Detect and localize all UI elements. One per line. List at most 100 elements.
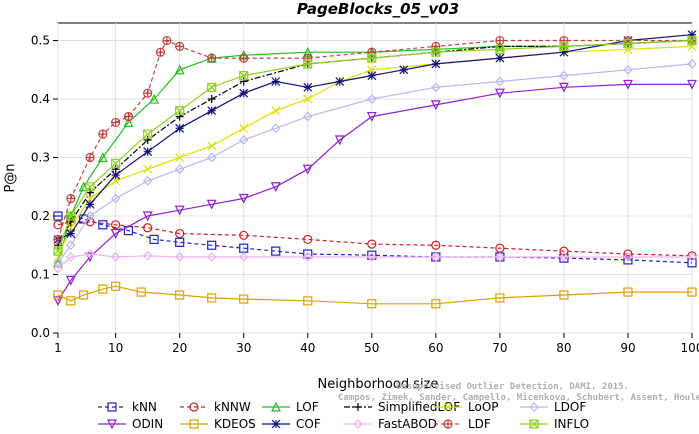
data-point [559,70,569,81]
legend-marker [443,402,453,412]
data-point [431,41,441,51]
data-point [303,249,313,259]
series-layer [53,30,697,309]
legend-marker [107,419,117,430]
data-point [271,246,281,256]
data-point [53,246,63,256]
series-odin [53,79,697,307]
data-point [623,287,633,297]
x-tick-label: 20 [172,341,187,355]
legend-marker [271,401,281,412]
series-line [58,215,693,264]
x-tick-label: 30 [236,341,251,355]
data-point [302,111,313,122]
data-point [687,251,697,261]
data-point [687,258,697,268]
legend-item-knnw: kNNW [180,400,251,414]
x-tick-label: 1 [54,341,62,355]
data-point [142,250,153,261]
legend-label: INFLO [554,417,589,431]
legend-label: COF [296,417,321,431]
data-point [303,82,313,92]
legend-item-ldof: LDOF [520,400,586,414]
data-point [687,59,697,69]
data-point [495,76,505,87]
data-point [495,252,505,262]
series-line [57,39,693,263]
data-point [399,65,409,75]
data-point [79,290,89,300]
data-point [623,249,633,259]
y-tick-label: 0.1 [31,268,50,282]
data-point [85,152,95,163]
data-point [143,223,153,233]
data-point [65,275,76,286]
legend-marker [354,403,362,411]
data-point [623,255,633,265]
data-point [207,82,217,92]
legend-marker [443,419,453,429]
series-line [57,285,692,305]
legend-item-cof: COF [262,417,321,431]
legend-item-kdeos: KDEOS [180,417,256,431]
data-point [111,281,121,291]
data-point [111,220,121,230]
legend-marker [353,419,363,429]
legend-item-fastabod: FastABOD [344,417,437,431]
data-point [175,112,184,121]
data-point [303,234,313,245]
data-point [623,64,633,75]
data-point [238,135,249,145]
data-point [302,164,313,175]
legend-label: ODIN [132,417,163,431]
series-fastabod [53,249,697,274]
data-point [207,240,217,250]
data-point [175,228,185,239]
data-point [303,53,313,63]
data-point [495,53,505,63]
data-point [367,250,377,260]
data-point [111,158,121,168]
data-point [143,129,153,139]
data-point [494,88,505,99]
data-point [85,182,95,192]
x-tick-label: 90 [620,341,635,355]
y-tick-label: 0.4 [31,92,50,106]
data-point [66,296,76,306]
data-point [66,211,76,221]
data-point [65,252,76,262]
data-point [239,77,248,86]
legend-item-knn: kNN [98,400,157,414]
data-point [207,141,217,151]
data-point [270,182,281,193]
legend-item-inflo: INFLO [520,417,589,431]
data-point [53,263,63,274]
data-point [366,94,377,104]
data-point [65,240,76,251]
y-tick-label: 0.5 [31,34,50,48]
data-point [495,293,505,303]
data-point [143,147,153,157]
data-point [110,193,121,204]
legend: kNN kNNW LOF SimplifiedLOF LoOP LDOF ODIN KDEOS… [98,400,589,431]
data-point [123,111,134,122]
data-point [98,129,108,139]
y-axis-label: P@n [3,163,18,192]
series-simplifiedlof [54,36,696,250]
series-line [57,39,692,240]
data-point [303,59,313,69]
data-point [367,53,377,63]
data-point [175,237,185,247]
data-point [174,164,185,175]
data-point [430,252,441,262]
y-tick-label: 0.3 [31,151,50,165]
watermark-line-2: Campos, Zimek, Sander, Campello, Micenko… [338,392,699,403]
x-tick-label: 60 [428,341,443,355]
data-point [143,88,153,98]
data-point [175,41,185,51]
data-point [687,252,697,262]
x-tick-label: 70 [492,341,507,355]
data-point [142,176,153,186]
data-point [238,252,249,262]
legend-label: kNNW [214,400,251,414]
